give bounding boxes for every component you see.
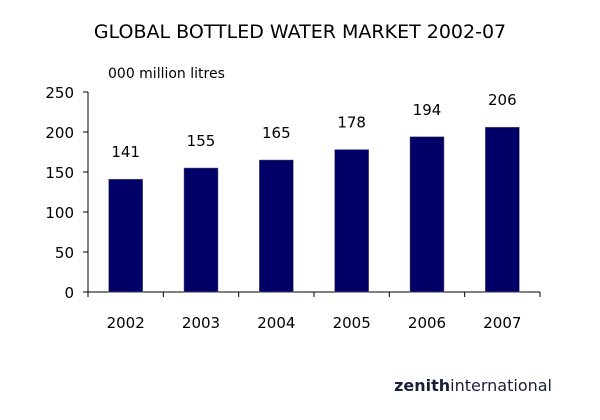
zenith-logo: zenithinternational [394,376,552,395]
x-tick-label: 2002 [107,314,145,332]
y-tick-label: 200 [45,124,74,142]
data-label: 155 [187,132,216,150]
logo-bold: zenith [394,376,450,395]
bar-2002 [108,178,143,293]
logo-regular: international [450,376,552,395]
unit-label: 000 million litres [108,66,225,82]
data-label: 141 [111,143,140,161]
x-axis: 2002 2003 2004 2005 2006 2007 [87,291,541,332]
x-tick-label: 2005 [333,314,371,332]
y-tick-label: 150 [45,164,74,182]
data-label: 194 [413,101,442,119]
x-tick-label: 2004 [257,314,295,332]
bars: 141 155 165 178 194 206 [108,91,520,293]
x-tick-label: 2003 [182,314,220,332]
y-tick-label: 100 [45,204,74,222]
bar-2005 [334,149,369,293]
y-tick-label: 250 [45,84,74,102]
bar-2004 [259,159,294,293]
x-tick-label: 2006 [408,314,446,332]
data-label: 206 [488,91,517,109]
y-tick-label: 50 [55,244,74,262]
x-tick-label: 2007 [483,314,521,332]
y-tick-label: 0 [64,284,74,302]
bar-2006 [409,136,445,293]
bar-2007 [485,126,520,293]
bar-2003 [183,167,219,293]
data-label: 165 [262,124,291,142]
y-axis: 0 50 100 150 200 250 [45,84,89,302]
data-label: 178 [337,114,366,132]
chart-title: GLOBAL BOTTLED WATER MARKET 2002-07 [94,21,506,43]
